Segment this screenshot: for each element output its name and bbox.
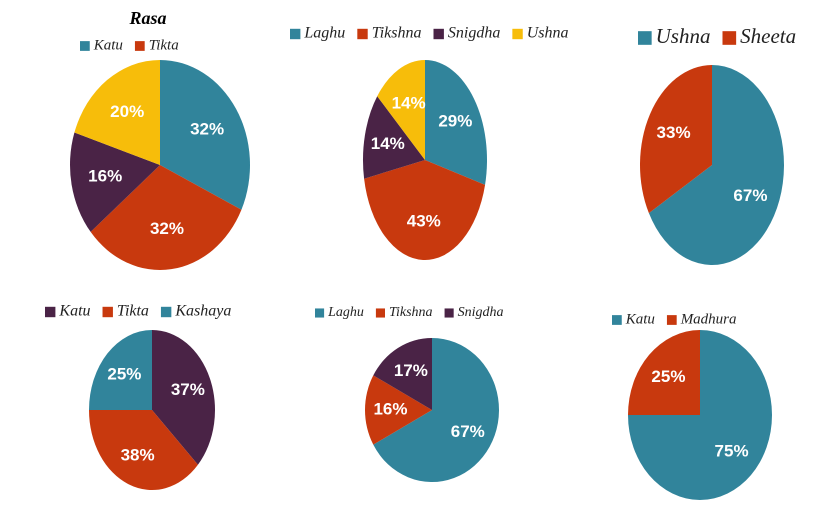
- slice-label: 32%: [150, 219, 184, 238]
- pie-slice: [74, 60, 160, 165]
- legend-swatch: [612, 315, 622, 325]
- pie-slice: [89, 410, 198, 490]
- legend-swatch: [444, 308, 454, 318]
- pie-slice: [363, 96, 425, 179]
- slice-label: 67%: [733, 186, 767, 205]
- slice-label: 16%: [373, 399, 407, 418]
- slice-label: 29%: [438, 111, 472, 130]
- legend-label: Katu: [58, 303, 90, 320]
- legend-label: Tikta: [149, 37, 179, 53]
- slice-label: 38%: [121, 446, 155, 465]
- slice-label: 33%: [657, 123, 691, 142]
- pie-slice: [373, 338, 499, 483]
- legend-swatch: [160, 306, 172, 318]
- legend-swatch: [80, 41, 90, 51]
- slice-label: 25%: [651, 367, 685, 386]
- slice-label: 32%: [190, 120, 224, 139]
- pie-slice: [89, 330, 152, 410]
- pie-slice: [364, 160, 486, 260]
- legend-swatch: [315, 308, 325, 318]
- chart-title: Rasa: [128, 8, 166, 28]
- pie-slice: [373, 338, 432, 410]
- pie-slice: [377, 60, 425, 160]
- legend-swatch: [45, 306, 56, 318]
- pie-slice: [152, 330, 215, 465]
- slice-label: 43%: [407, 211, 441, 230]
- legend-label: Tikta: [117, 303, 149, 320]
- pie-slice: [628, 330, 700, 415]
- legend-label: Laghu: [303, 25, 345, 42]
- pie-slice: [648, 65, 785, 265]
- legend-swatch: [722, 31, 737, 45]
- slice-label: 14%: [392, 93, 426, 112]
- legend-swatch: [638, 31, 652, 45]
- pie-slice: [70, 132, 160, 232]
- legend-swatch: [357, 28, 368, 40]
- slice-label: 75%: [715, 442, 749, 461]
- slice-label: 17%: [394, 361, 428, 380]
- slice-label: 16%: [88, 167, 122, 186]
- legend-swatch: [433, 28, 444, 40]
- legend-label: Tikshna: [372, 25, 422, 42]
- legend-label: Snigdha: [448, 25, 500, 42]
- legend-label: Sheeta: [740, 24, 796, 48]
- slice-label: 37%: [171, 380, 205, 399]
- legend-label: Ushna: [656, 24, 711, 48]
- legend-swatch: [375, 308, 385, 318]
- legend-label: Katu: [625, 311, 655, 327]
- slice-label: 25%: [107, 364, 141, 383]
- legend-swatch: [512, 28, 523, 40]
- slice-label: 20%: [110, 102, 144, 121]
- legend-label: Ushna: [527, 25, 569, 42]
- legend-swatch: [134, 41, 145, 51]
- pie-slice: [90, 165, 242, 270]
- legend-label: Katu: [93, 37, 123, 53]
- pie-slice: [640, 65, 712, 214]
- pie-slice: [364, 375, 432, 445]
- legend-swatch: [102, 306, 113, 318]
- slice-label: 14%: [371, 134, 405, 153]
- slice-label: 67%: [451, 422, 485, 441]
- pie-slice: [425, 60, 487, 185]
- legend-label: Laghu: [327, 305, 364, 320]
- legend-label: Tikshna: [389, 305, 433, 320]
- pie-slice: [160, 60, 251, 210]
- legend-label: Kashaya: [174, 303, 231, 320]
- legend-label: Madhura: [680, 311, 737, 327]
- legend-label: Snigdha: [458, 305, 504, 320]
- legend-swatch: [666, 315, 677, 325]
- legend-swatch: [290, 28, 301, 40]
